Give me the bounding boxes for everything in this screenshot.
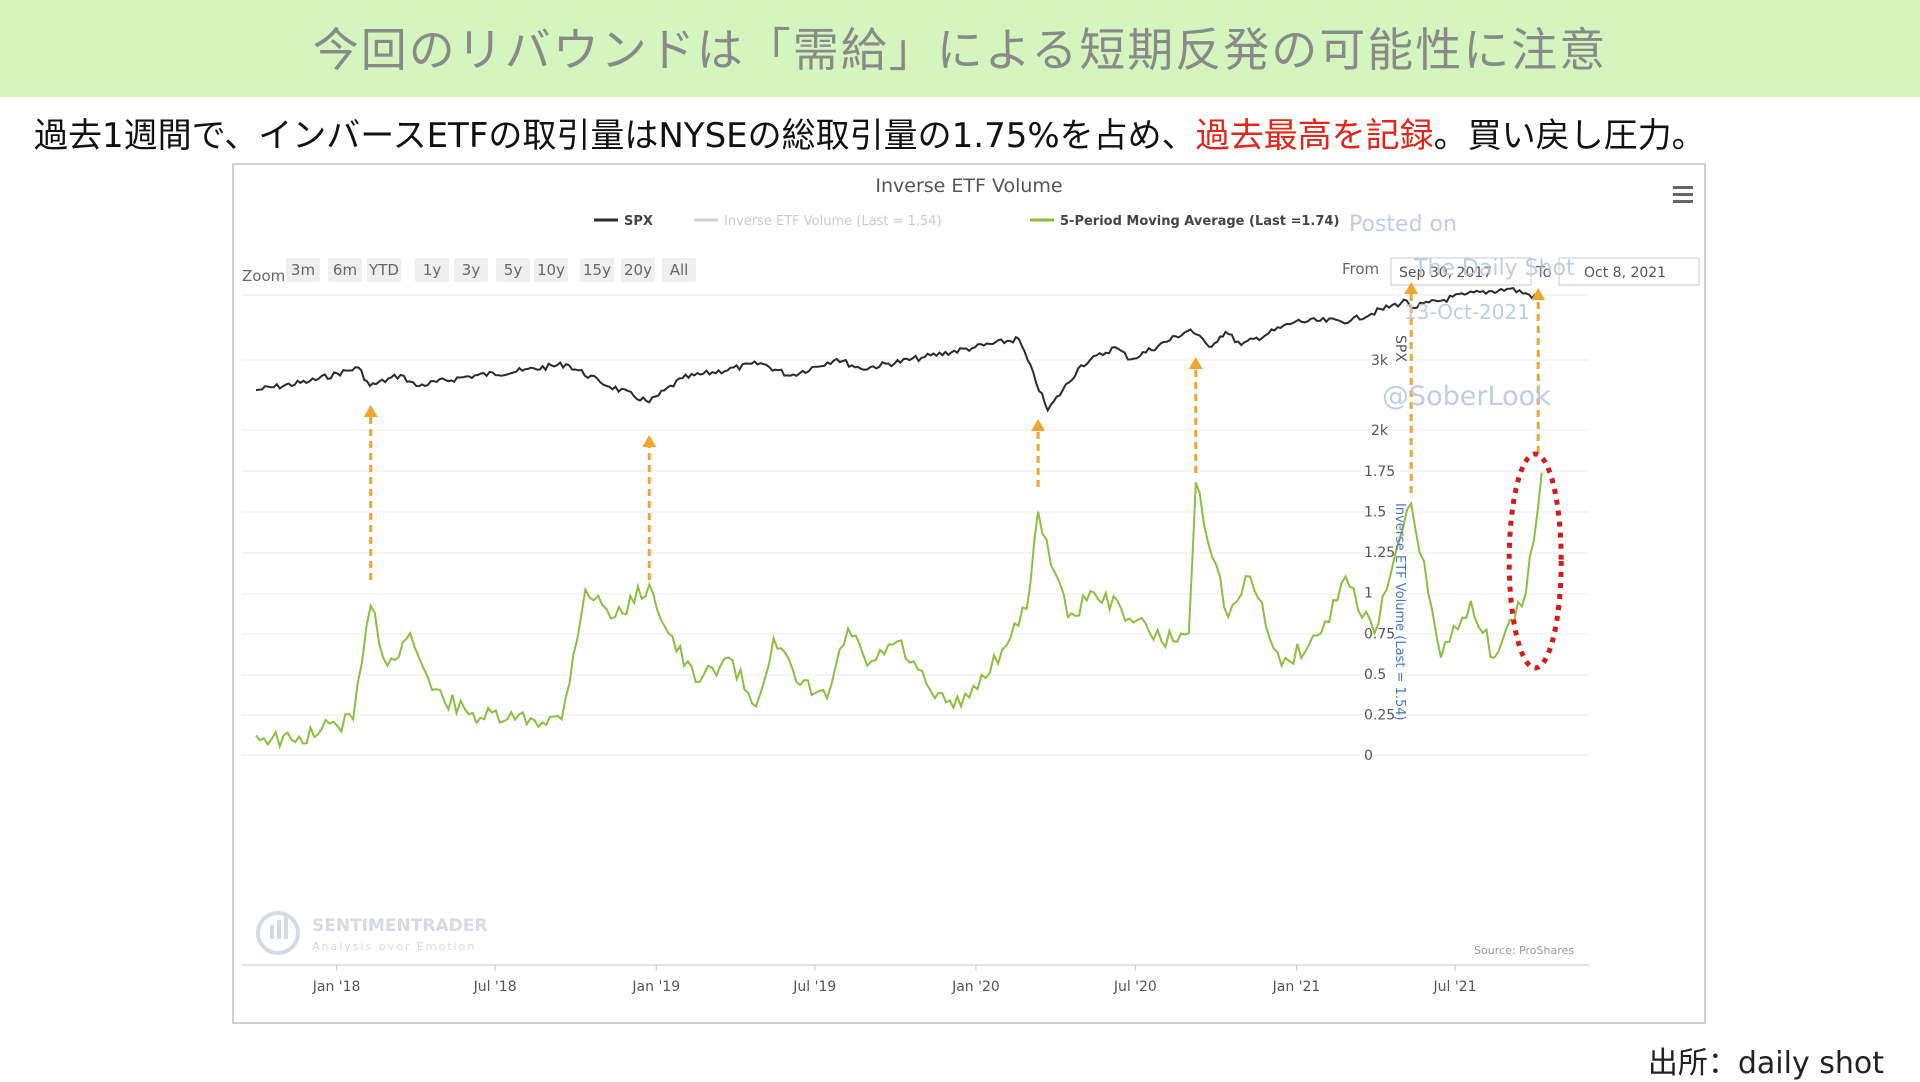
watermark-line: 13-Oct-2021: [1404, 300, 1530, 324]
zoom-button-1y[interactable]: 1y: [415, 258, 449, 282]
to-date-input[interactable]: [1558, 257, 1700, 286]
svg-text:1y: 1y: [423, 261, 442, 279]
chart-series: [255, 287, 1543, 750]
slide-subtitle: 過去1週間で、インバースETFの取引量はNYSEの総取引量の1.75%を占め、過…: [34, 108, 1914, 157]
chart-title: Inverse ETF Volume: [875, 175, 1062, 197]
x-tick-label: Jan '20: [951, 979, 1000, 995]
y-tick-label: 0.75: [1364, 626, 1395, 642]
y-tick-label: 3k: [1371, 353, 1389, 369]
subtitle-highlight: 過去最高を記録: [1195, 116, 1434, 156]
x-tick-label: Jul '18: [473, 979, 517, 995]
zoom-button-3y[interactable]: 3y: [454, 258, 488, 282]
subtitle-text: 過去1週間で、インバースETFの取引量はNYSEの総取引量の1.75%を占め、: [34, 116, 1196, 156]
y-tick-label: 1.75: [1364, 464, 1395, 480]
subtitle-tail: 。買い戻し圧力。: [1433, 116, 1706, 156]
chart-canvas: Inverse ETF Volume SPX Inverse ETF Volume…: [242, 175, 1700, 995]
zoom-button-3m[interactable]: 3m: [286, 258, 320, 282]
chart-source-credit: Source: ProShares: [1474, 944, 1574, 957]
svg-text:All: All: [670, 261, 689, 279]
from-date-value: Sep 30, 2017: [1399, 265, 1492, 281]
brand-tagline: Analysis over Emotion: [312, 940, 476, 953]
y-tick-label: 0.5: [1364, 667, 1386, 683]
chart-annotations: [363, 282, 1564, 671]
y-axis-title-volume: Inverse ETF Volume (Last = 1.54): [1392, 503, 1407, 721]
to-label: To: [1535, 263, 1552, 281]
svg-text:20y: 20y: [624, 261, 652, 279]
zoom-button-group: 3m 6m YTD 1y 3y 5y 10y 15y 20y All: [286, 258, 696, 282]
y-tick-label: 2k: [1371, 423, 1389, 439]
svg-text:6m: 6m: [333, 261, 357, 279]
y-tick-label: 0: [1364, 748, 1373, 764]
svg-text:15y: 15y: [583, 261, 611, 279]
chart-frame: Inverse ETF Volume SPX Inverse ETF Volume…: [232, 163, 1706, 1024]
series-line-spx: [255, 287, 1543, 413]
to-date-value: Oct 8, 2021: [1584, 265, 1666, 281]
source-note: 出所：daily shot: [1647, 1046, 1884, 1081]
x-tick-label: Jul '20: [1113, 979, 1157, 995]
y-tick-label: 0.25: [1364, 707, 1395, 723]
zoom-button-ytd[interactable]: YTD: [367, 258, 401, 282]
annotation-arrow: [363, 405, 378, 580]
zoom-button-10y[interactable]: 10y: [534, 258, 568, 282]
y-tick-label: 1.25: [1364, 545, 1395, 561]
sentimentrader-logo: [256, 911, 300, 955]
x-tick-label: Jul '19: [792, 979, 836, 995]
title-bar: 今回のリバウンドは「需給」による短期反発の可能性に注意: [0, 0, 1920, 97]
series-line-moving-average: [255, 472, 1543, 750]
y-tick-label: 1: [1364, 586, 1373, 602]
zoom-button-all[interactable]: All: [662, 258, 696, 282]
annotation-arrow: [1531, 288, 1546, 453]
watermark-line: @SoberLook: [1382, 381, 1551, 412]
from-label: From: [1342, 260, 1379, 278]
zoom-button-15y[interactable]: 15y: [580, 258, 614, 282]
chart-legend: SPX Inverse ETF Volume (Last = 1.54) 5-Per…: [594, 214, 1339, 229]
y-axis-title-spx: SPX: [1392, 335, 1408, 362]
chart-grid: [242, 294, 1589, 756]
watermark-line: Posted on: [1349, 212, 1457, 237]
annotation-arrow: [1031, 419, 1046, 487]
annotation-arrow: [642, 435, 657, 580]
y-tick-label: 1.5: [1364, 505, 1386, 521]
legend-item[interactable]: Inverse ETF Volume (Last = 1.54): [694, 214, 942, 229]
x-tick-label: Jan '19: [631, 979, 680, 995]
watermark: Posted on The Daily Shot 13-Oct-2021 @Sober…: [1349, 212, 1575, 412]
highlight-ellipse: [1506, 451, 1564, 671]
slide-title: 今回のリバウンドは「需給」による短期反発の可能性に注意: [312, 23, 1608, 77]
zoom-label: Zoom: [242, 267, 285, 285]
svg-text:5y: 5y: [504, 261, 523, 279]
legend-item[interactable]: SPX: [594, 214, 653, 229]
zoom-button-5y[interactable]: 5y: [496, 258, 530, 282]
chart-axes: 3k 2k 1.75 1.5 1.25 1 0.75 0.5 0.25 0 SPX Inverse E…: [242, 335, 1589, 995]
x-tick-label: Jan '21: [1272, 979, 1321, 995]
zoom-button-20y[interactable]: 20y: [621, 258, 655, 282]
from-date-input[interactable]: [1390, 257, 1532, 286]
legend-item[interactable]: 5-Period Moving Average (Last =1.74): [1030, 214, 1339, 229]
svg-text:YTD: YTD: [368, 261, 399, 279]
x-tick-label: Jan '18: [312, 979, 361, 995]
x-tick-label: Jul '21: [1432, 979, 1476, 995]
annotation-arrow: [1404, 282, 1419, 493]
svg-text:Inverse ETF Volume (Last = 1.5: Inverse ETF Volume (Last = 1.54): [724, 214, 942, 229]
brand-name: SENTIMENTRADER: [312, 916, 487, 936]
svg-text:SPX: SPX: [624, 214, 653, 229]
svg-text:10y: 10y: [537, 261, 565, 279]
zoom-button-6m[interactable]: 6m: [328, 258, 362, 282]
annotation-arrow: [1188, 357, 1203, 473]
hamburger-menu-icon[interactable]: [1673, 186, 1693, 203]
svg-text:5-Period Moving Average (Last: 5-Period Moving Average (Last =1.74): [1060, 214, 1339, 229]
svg-text:3y: 3y: [462, 261, 481, 279]
svg-text:3m: 3m: [291, 261, 315, 279]
watermark-line: The Daily Shot: [1413, 256, 1575, 281]
